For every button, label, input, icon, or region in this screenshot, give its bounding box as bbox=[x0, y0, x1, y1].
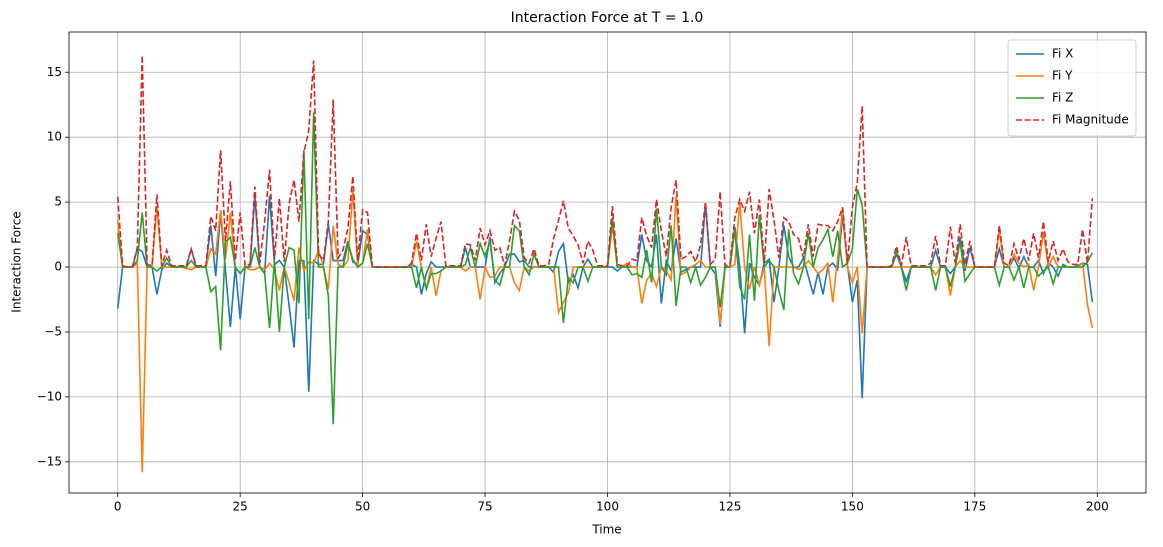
chart-title: Interaction Force at T = 1.0 bbox=[511, 10, 704, 26]
y-tick-label: −5 bbox=[44, 324, 62, 338]
y-tick-label: 10 bbox=[47, 130, 62, 144]
legend-box bbox=[1007, 39, 1137, 137]
legend-label: Fi X bbox=[1052, 47, 1073, 61]
y-tick-label: 0 bbox=[54, 260, 62, 274]
series-line bbox=[116, 112, 1094, 425]
legend-label: Fi Y bbox=[1052, 69, 1073, 83]
plot-frame bbox=[68, 31, 1147, 494]
legend-label: Fi Magnitude bbox=[1052, 113, 1129, 127]
x-tick-label: 125 bbox=[718, 500, 741, 514]
x-axis-label: Time bbox=[591, 523, 621, 537]
y-tick-label: 5 bbox=[54, 195, 62, 209]
y-axis-label: Interaction Force bbox=[10, 211, 24, 312]
x-tick-label: 100 bbox=[596, 500, 619, 514]
legend-label: Fi Z bbox=[1052, 91, 1073, 105]
x-tick-label: 50 bbox=[355, 500, 370, 514]
y-tick-label: 15 bbox=[47, 65, 62, 79]
y-tick-label: −10 bbox=[37, 389, 62, 403]
x-tick-label: 0 bbox=[114, 500, 122, 514]
series-line bbox=[116, 55, 1094, 268]
x-tick-label: 150 bbox=[841, 500, 864, 514]
x-tick-label: 175 bbox=[963, 500, 986, 514]
x-tick-label: 200 bbox=[1086, 500, 1109, 514]
series-line bbox=[116, 190, 1094, 473]
legend: Fi X Fi Y Fi Z Fi Magnitude bbox=[1007, 39, 1137, 137]
x-tick-label: 25 bbox=[233, 500, 248, 514]
y-tick-label: −15 bbox=[37, 454, 62, 468]
x-tick-label: 75 bbox=[477, 500, 492, 514]
